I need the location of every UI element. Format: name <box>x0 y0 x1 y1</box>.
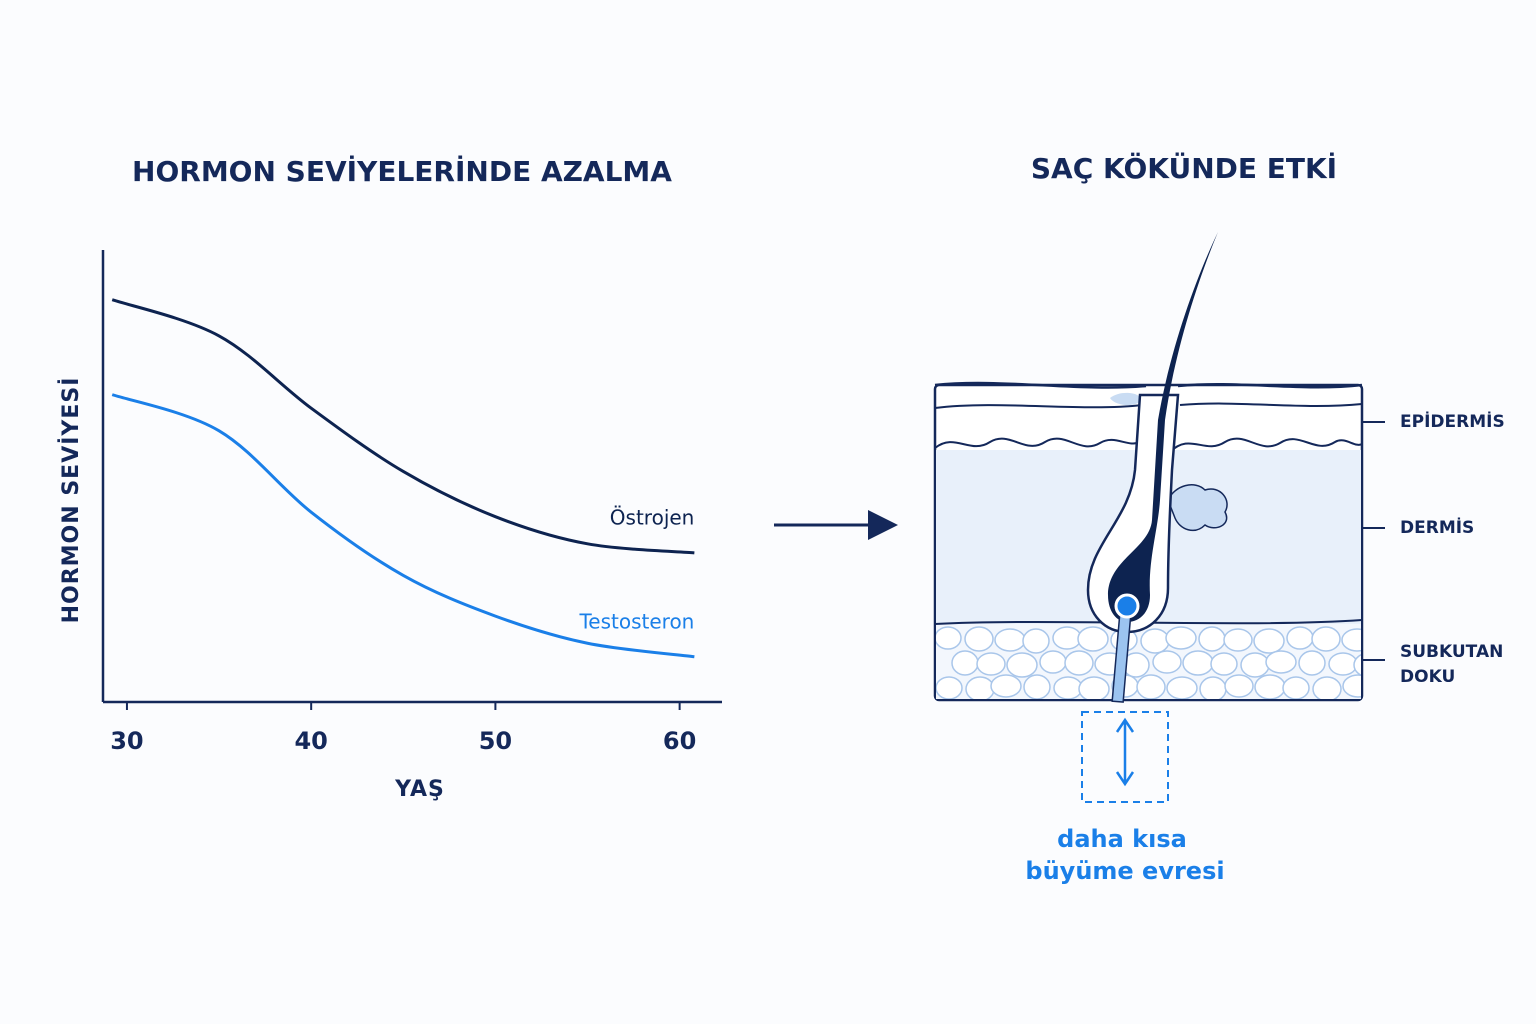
fat-cell <box>965 676 995 699</box>
fat-cell <box>964 626 994 652</box>
fat-cell <box>1353 654 1361 676</box>
fat-cell <box>1077 626 1109 652</box>
skin-surface <box>934 381 1363 389</box>
series-label: Testosteron <box>578 609 694 633</box>
dermal-papilla <box>1114 593 1140 619</box>
fat-cell <box>1006 652 1038 678</box>
fat-cell <box>1165 626 1197 650</box>
fat-cell <box>1253 628 1285 654</box>
fat-cell <box>1341 628 1361 652</box>
fat-cell <box>1328 652 1358 676</box>
series-line <box>111 298 695 555</box>
growth-arrow <box>1115 717 1135 787</box>
fat-cell <box>1311 626 1341 652</box>
fat-cell <box>1140 628 1170 654</box>
fat-cell <box>1152 650 1182 674</box>
fat-cell <box>1022 628 1050 654</box>
dermal-border <box>934 437 1363 453</box>
fat-cell <box>990 674 1022 698</box>
fat-cell <box>1224 674 1254 698</box>
fat-cell <box>1199 676 1227 699</box>
fat-cell <box>951 650 979 676</box>
layer-label: EPİDERMİS <box>1400 410 1505 432</box>
layer-labels: EPİDERMİS DERMİS SUBKUTAN DOKU <box>1362 410 1505 687</box>
series-line <box>111 393 695 659</box>
x-axis-label: YAŞ <box>394 777 445 802</box>
fat-cell <box>1078 676 1110 699</box>
fat-cell <box>1282 676 1310 699</box>
fat-cell <box>994 628 1026 652</box>
fat-cell <box>1064 650 1094 676</box>
x-tick-label: 60 <box>663 727 696 755</box>
fat-cell <box>936 626 962 650</box>
fat-cell <box>1254 674 1286 699</box>
note-line: daha kısa <box>1057 825 1187 853</box>
layer-label: DOKU <box>1400 667 1455 687</box>
fat-cell <box>1312 676 1342 699</box>
fat-cell <box>936 676 963 699</box>
fat-cell <box>1210 652 1238 676</box>
fat-cell <box>1039 650 1067 674</box>
x-tick-label: 40 <box>294 727 327 755</box>
series-label: Östrojen <box>610 505 695 529</box>
fat-cell <box>1023 674 1051 699</box>
fat-cell <box>1265 650 1297 674</box>
fat-cell <box>1198 626 1226 652</box>
fat-cells <box>936 626 1361 699</box>
note-line: büyüme evresi <box>1025 857 1224 885</box>
x-tick-label: 50 <box>479 727 512 755</box>
x-tick-label: 30 <box>110 727 143 755</box>
chart-title: HORMON SEVİYELERİNDE AZALMA <box>132 154 672 188</box>
fat-cell <box>1240 652 1270 678</box>
epidermis-line <box>934 402 1363 409</box>
growth-box <box>1081 711 1169 803</box>
epidermis-detail <box>1110 392 1142 406</box>
fat-cell <box>1223 628 1253 652</box>
sebaceous-gland <box>1167 484 1228 532</box>
fat-cell <box>1298 650 1326 676</box>
fat-cell <box>1136 674 1166 699</box>
fat-cell <box>1052 626 1082 650</box>
plot: 30 40 50 60 Östrojen Testosteron <box>110 298 696 755</box>
fat-cell <box>1053 676 1083 699</box>
y-axis-label: HORMON SEVİYESİ <box>58 377 84 624</box>
fat-cell <box>1342 674 1361 698</box>
hair-shaft <box>1108 232 1218 622</box>
skin-diagram <box>933 232 1364 703</box>
fat-cell <box>976 652 1006 676</box>
layer-label: SUBKUTAN <box>1400 642 1503 662</box>
fat-cell <box>1182 650 1214 676</box>
fat-cell <box>1286 626 1314 650</box>
layer-label: DERMİS <box>1400 516 1474 538</box>
diagram-title: SAÇ KÖKÜNDE ETKİ <box>1031 151 1337 185</box>
fat-cell <box>1166 676 1198 699</box>
